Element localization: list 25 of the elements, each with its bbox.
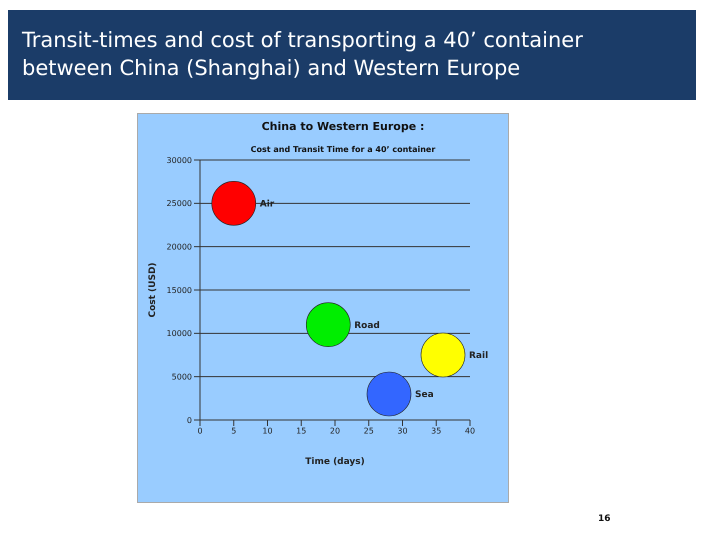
y-tick-label: 20000	[166, 242, 192, 252]
x-tick-label: 20	[330, 426, 340, 436]
x-tick-label: 5	[231, 426, 236, 436]
series-label: Rail	[469, 351, 488, 362]
y-tick-label: 5000	[172, 372, 192, 382]
x-tick-label: 25	[364, 426, 374, 436]
y-tick-label: 0	[186, 416, 192, 425]
y-tick-label: 15000	[166, 286, 192, 295]
x-tick-label: 15	[296, 426, 306, 436]
x-axis-title: Time (days)	[305, 457, 365, 467]
series-label: Sea	[415, 390, 434, 400]
text: Cost and Transit Time for a 40’ container	[250, 145, 436, 154]
y-axis-title: Cost (USD)	[148, 262, 158, 318]
y-tick-label: 30000	[166, 156, 192, 165]
y-tick-label: 25000	[166, 199, 192, 208]
x-tick-label: 30	[397, 426, 408, 436]
text: 16	[598, 514, 611, 524]
x-tick-label: 0	[197, 426, 203, 436]
x-tick-label: 10	[262, 426, 273, 436]
chart-subtitle: China to Western Europe :	[260, 120, 426, 133]
y-tick-label: 10000	[166, 329, 192, 338]
x-tick-label: 40	[464, 426, 476, 436]
series-label: Road	[354, 320, 380, 331]
x-tick-label: 35	[431, 426, 442, 436]
chart-title: Transit-times and cost of transporting a 40’ container between China (Shanghai) and Western Europe	[8, 10, 696, 100]
